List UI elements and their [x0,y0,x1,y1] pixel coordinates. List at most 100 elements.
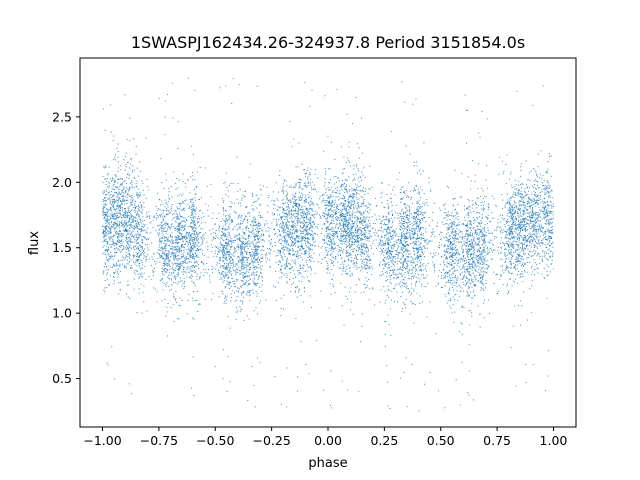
scatter-point [449,252,451,254]
scatter-point [111,236,113,238]
scatter-point [226,252,228,254]
scatter-point [391,227,393,229]
scatter-point [424,248,426,250]
scatter-point [180,253,182,255]
scatter-point [149,222,151,224]
scatter-point [233,202,235,204]
scatter-point [259,204,261,206]
scatter-point [105,228,107,230]
scatter-point [297,247,299,249]
scatter-point [255,284,257,286]
scatter-point [237,228,239,230]
scatter-point [288,244,290,246]
scatter-point [175,210,177,212]
scatter-point [237,217,239,219]
scatter-point [549,155,551,157]
scatter-point [329,205,331,207]
scatter-point [230,257,232,259]
scatter-point [265,220,267,222]
scatter-point [521,263,523,265]
scatter-point [315,233,317,235]
scatter-point [549,241,551,243]
scatter-point [149,215,151,217]
scatter-point [414,212,416,214]
scatter-point [349,237,351,239]
scatter-point [388,207,390,209]
scatter-point [197,248,199,250]
scatter-point [415,184,417,186]
scatter-point [532,237,534,239]
scatter-point [185,272,187,274]
scatter-point [534,169,536,171]
scatter-point [158,235,160,237]
scatter-point [345,250,347,252]
scatter-point [408,292,410,294]
scatter-point [244,233,246,234]
scatter-point [310,255,312,257]
scatter-point [326,255,328,257]
scatter-point [257,198,259,200]
scatter-point [324,235,326,237]
scatter-point [397,215,399,217]
scatter-point [109,223,111,225]
scatter-point [543,234,545,236]
scatter-point [306,216,308,218]
scatter-point [180,232,182,234]
scatter-point [514,264,516,266]
scatter-point [138,277,140,279]
scatter-point [448,247,450,249]
scatter-point [165,255,167,257]
scatter-point [335,231,337,233]
scatter-point [286,265,288,267]
scatter-point [197,239,199,241]
scatter-point [447,240,449,242]
scatter-point [330,221,332,223]
scatter-point [480,205,482,207]
scatter-point [120,184,122,186]
scatter-point [257,357,259,359]
scatter-point [413,215,415,217]
scatter-point [354,291,356,293]
scatter-point [166,239,168,241]
scatter-point [512,325,514,327]
scatter-point [313,261,315,263]
scatter-point [315,226,317,228]
scatter-point [413,236,415,238]
scatter-point [500,247,502,249]
scatter-point [189,255,191,257]
scatter-point [165,210,167,212]
scatter-point [525,364,527,366]
scatter-point [237,246,239,248]
scatter-point [164,215,166,217]
scatter-point [136,253,138,255]
scatter-point [353,222,355,224]
scatter-point [133,236,135,238]
scatter-point [346,252,348,254]
scatter-point [508,253,510,255]
scatter-point [338,180,340,182]
scatter-point [301,252,303,254]
scatter-point [400,226,402,228]
scatter-point [116,195,118,197]
scatter-point [515,223,517,225]
scatter-point [529,216,531,218]
scatter-point [302,188,304,190]
scatter-point [249,242,251,244]
scatter-point [343,220,345,222]
scatter-point [225,172,227,174]
scatter-point [302,209,304,211]
scatter-point [152,270,154,272]
scatter-point [527,238,529,240]
scatter-point [527,219,529,221]
scatter-point [462,267,464,269]
scatter-point [437,282,439,284]
scatter-point [459,231,461,233]
scatter-point [242,246,244,248]
scatter-point [218,259,220,261]
scatter-point [104,197,106,199]
scatter-point [117,207,119,209]
scatter-point [327,234,329,236]
scatter-point [452,215,454,217]
